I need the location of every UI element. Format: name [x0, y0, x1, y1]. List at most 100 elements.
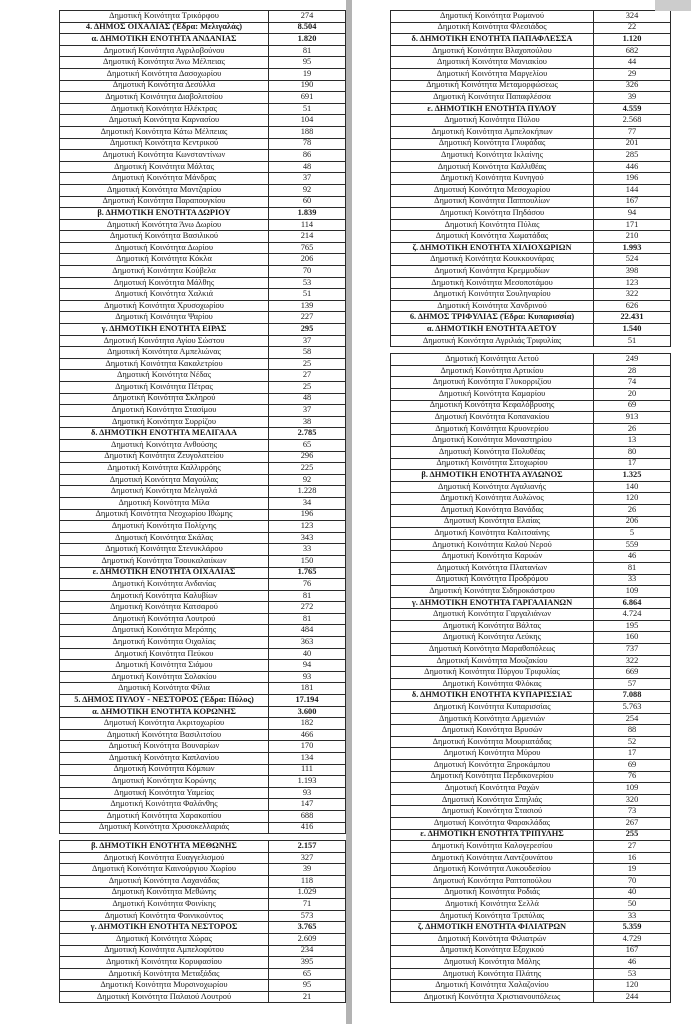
population-value: 244	[593, 990, 671, 1004]
community-name: Δημοτική Κοινότητα Στενυκλάρου	[59, 543, 269, 556]
community-name: Δημοτική Κοινότητα Βλαχοπούλου	[390, 44, 594, 58]
community-name: Δημοτική Κοινότητα Πηδάσου	[390, 207, 594, 220]
table-row: Δημοτική Κοινότητα Σπηλιάς 320	[390, 793, 671, 807]
table-row: Δημοτική Κοινότητα Καπλανίου 134	[59, 752, 346, 765]
population-value: 94	[593, 207, 671, 220]
community-name: Δημοτική Κοινότητα Κορυφασίου	[59, 956, 269, 969]
section-header-row: γ. ΔΗΜΟΤΙΚΗ ΕΝΟΤΗΤΑ ΕΙΡΑΣ 295	[59, 323, 346, 336]
table-row: Δημοτική Κοινότητα Λυκουδεσίου 19	[390, 863, 671, 876]
table-row: Δημοτική Κοινότητα Μεσοποτάμου 123	[390, 276, 671, 290]
population-value: 37	[268, 334, 346, 348]
community-name: Δημοτική Κοινότητα Χανδρινού	[390, 299, 594, 313]
population-value: 3.600	[268, 705, 346, 719]
community-name: Δημοτική Κοινότητα Κρυονερίου	[390, 422, 594, 436]
table-row: Δημοτική Κοινότητα Κρεμμυδίων 398	[390, 265, 671, 278]
community-name: Δημοτική Κοινότητα Βουναρίων	[59, 740, 269, 753]
community-name: Δημοτική Κοινότητα Σελλά	[390, 898, 594, 911]
population-value: 296	[268, 450, 346, 464]
table-row: Δημοτική Κοινότητα Περδικονερίου 76	[390, 770, 671, 784]
table-row: Δημοτική Κοινότητα Αυλώνος 120	[390, 492, 671, 505]
table-row: Δημοτική Κοινότητα Μεθώνης 1.029	[59, 886, 346, 900]
population-value: 60	[268, 195, 346, 209]
section-header-row: α. ΔΗΜΟΤΙΚΗ ΕΝΟΤΗΤΑ ΑΝΔΑΝΙΑΣ 1.820	[59, 33, 346, 46]
table-row: Δημοτική Κοινότητα Μαραθοπόλεως 737	[390, 643, 671, 656]
population-value: 559	[593, 538, 671, 552]
population-value: 27	[268, 369, 346, 382]
population-value: 196	[593, 172, 671, 185]
population-value: 74	[593, 376, 671, 389]
section-header-row: δ. ΔΗΜΟΤΙΚΗ ΕΝΟΤΗΤΑ ΠΑΠΑΦΛΕΣΣΑ 1.120	[390, 33, 671, 46]
table-row: Δημοτική Κοινότητα Προδρόμου 33	[390, 573, 671, 587]
community-name: Δημοτική Κοινότητα Νέδας	[59, 369, 269, 382]
population-value: 93	[268, 670, 346, 684]
table-row: Δημοτική Κοινότητα Ξηροκάμπου 69	[390, 759, 671, 772]
population-value: 95	[268, 979, 346, 992]
community-name: Δημοτική Κοινότητα Μεσοποτάμου	[390, 276, 594, 290]
population-value: 28	[593, 364, 671, 378]
table-row: Δημοτική Κοινότητα Άνω Δωρίου 114	[59, 218, 346, 232]
population-value: 285	[593, 149, 671, 162]
table-row: Δημοτική Κοινότητα Γλυφάδας 201	[390, 137, 671, 151]
community-name: Δημοτική Κοινότητα Καλιτσαίνης	[390, 527, 594, 540]
table-row: Δημοτική Κοινότητα Κωνσταντίνων 86	[59, 149, 346, 162]
table-row: Δημοτική Κοινότητα Σκάλας 343	[59, 531, 346, 545]
population-value: 398	[593, 265, 671, 278]
section-title: δ. ΔΗΜΟΤΙΚΗ ΕΝΟΤΗΤΑ ΠΑΠΑΦΛΕΣΣΑ	[390, 33, 594, 46]
population-value: 139	[268, 299, 346, 313]
community-name: Δημοτική Κοινότητα Μαντζαρίου	[59, 183, 269, 197]
population-value: 2.785	[268, 427, 346, 440]
population-value: 3.765	[268, 921, 346, 934]
population-value: 206	[593, 515, 671, 529]
population-value: 322	[593, 288, 671, 301]
table-row: Δημοτική Κοινότητα Μάλτας 48	[59, 160, 346, 174]
table-row: Δημοτική Κοινότητα Ραχών 109	[390, 782, 671, 795]
population-value: 1.839	[268, 207, 346, 220]
community-name: Δημοτική Κοινότητα Ζευγολατείου	[59, 450, 269, 464]
table-row: Δημοτική Κοινότητα Μάλης 46	[390, 956, 671, 969]
population-value: 1.820	[268, 33, 346, 46]
population-value: 272	[268, 601, 346, 614]
community-name: Δημοτική Κοινότητα Λυκουδεσίου	[390, 863, 594, 876]
section-title: β. ΔΗΜΟΤΙΚΗ ΕΝΟΤΗΤΑ ΑΥΛΩΝΟΣ	[390, 469, 594, 482]
table-row: Δημοτική Κοινότητα Ηλέκτρας 51	[59, 102, 346, 116]
population-value: 737	[593, 643, 671, 656]
population-value: 140	[593, 480, 671, 494]
community-name: Δημοτική Κοινότητα Μυρσινοχωρίου	[59, 979, 269, 992]
table-row: Δημοτική Κοινότητα Σουληναρίου 322	[390, 288, 671, 301]
community-name: Δημοτική Κοινότητα Μεθώνης	[59, 886, 269, 900]
population-value: 167	[593, 944, 671, 958]
community-name: Δημοτική Κοινότητα Δεσύλλα	[59, 79, 269, 93]
table-row: Δημοτική Κοινότητα Αρτικίου 28	[390, 364, 671, 378]
table-row: Δημοτική Κοινότητα Καρυών 46	[390, 550, 671, 563]
population-value: 466	[268, 728, 346, 742]
community-name: Δημοτική Κοινότητα Λεύκης	[390, 631, 594, 645]
population-value: 71	[268, 898, 346, 911]
table-row: Δημοτική Κοινότητα Λαχανάδας 118	[59, 874, 346, 888]
population-value: 57	[593, 677, 671, 691]
table-row: Δημοτική Κοινότητα Στασιού 73	[390, 805, 671, 818]
population-value: 22.431	[593, 311, 671, 325]
community-name: Δημοτική Κοινότητα Κατσαρού	[59, 601, 269, 614]
community-name: Δημοτική Κοινότητα Χωματάδας	[390, 230, 594, 243]
community-name: Δημοτική Κοινότητα Καρυών	[390, 550, 594, 563]
community-name: Δημοτική Κοινότητα Πολυθέας	[390, 445, 594, 459]
population-value: 195	[593, 619, 671, 633]
table-row: Δημοτική Κοινότητα Τρικόρφου 274	[59, 10, 346, 23]
table-row: Δημοτική Κοινότητα Ανδανίας 76	[59, 578, 346, 591]
table-row: Δημοτική Κοινότητα Χριστιανουπόλεως 244	[390, 990, 671, 1004]
table-row: Δημοτική Κοινότητα Καρνασίου 104	[59, 114, 346, 127]
community-name: Δημοτική Κοινότητα Ελαίας	[390, 515, 594, 529]
population-value: 92	[268, 183, 346, 197]
population-value: 76	[268, 578, 346, 591]
community-name: Δημοτική Κοινότητα Φαρακλάδας	[390, 816, 594, 830]
population-value: 70	[593, 874, 671, 888]
community-name: Δημοτική Κοινότητα Καινούργιου Χωρίου	[59, 863, 269, 876]
community-name: Δημοτική Κοινότητα Παπαφλέσσα	[390, 91, 594, 104]
table-row: Δημοτική Κοινότητα Κεφαλόβρυσης 69	[390, 399, 671, 413]
community-name: Δημοτική Κοινότητα Βασιλιτσίου	[59, 728, 269, 742]
population-value: 327	[268, 851, 346, 865]
table-row: Δημοτική Κοινότητα Μάνδρας 37	[59, 172, 346, 185]
table-row: Δημοτική Κοινότητα Βασιλιτσίου 466	[59, 728, 346, 742]
table-row: Δημοτική Κοινότητα Σιάμου 94	[59, 659, 346, 672]
community-name: Δημοτική Κοινότητα Ακριτοχωρίου	[59, 717, 269, 730]
